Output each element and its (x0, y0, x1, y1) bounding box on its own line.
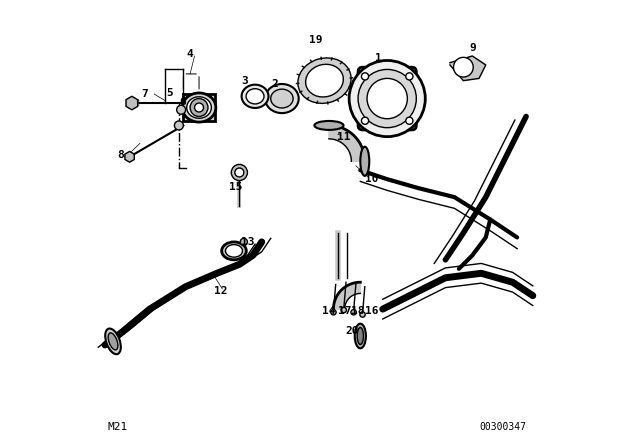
Circle shape (190, 99, 208, 116)
Text: 18: 18 (351, 306, 365, 316)
Ellipse shape (246, 89, 264, 104)
Circle shape (235, 168, 244, 177)
Text: 8: 8 (117, 150, 124, 159)
Circle shape (195, 103, 204, 112)
Text: 2: 2 (272, 79, 278, 89)
Circle shape (231, 164, 248, 181)
Circle shape (360, 312, 365, 317)
Ellipse shape (271, 89, 293, 108)
Polygon shape (450, 56, 486, 81)
Ellipse shape (108, 333, 118, 350)
Circle shape (177, 105, 186, 114)
Text: 16: 16 (365, 306, 378, 316)
Ellipse shape (306, 65, 343, 97)
Ellipse shape (225, 245, 243, 257)
Text: 20: 20 (346, 326, 359, 336)
Polygon shape (184, 94, 215, 121)
Polygon shape (126, 96, 138, 110)
Circle shape (367, 78, 408, 119)
Ellipse shape (265, 84, 299, 113)
Text: 1: 1 (375, 53, 381, 63)
Text: 00300347: 00300347 (479, 422, 526, 432)
Ellipse shape (355, 323, 366, 349)
Circle shape (362, 117, 369, 124)
Circle shape (406, 73, 413, 80)
Polygon shape (333, 282, 360, 309)
Circle shape (362, 73, 369, 80)
Ellipse shape (314, 121, 344, 130)
Ellipse shape (187, 97, 211, 118)
Ellipse shape (360, 147, 369, 176)
Text: 15: 15 (230, 182, 243, 192)
Ellipse shape (221, 242, 246, 260)
Circle shape (331, 310, 336, 315)
Ellipse shape (357, 327, 364, 345)
Text: 7: 7 (141, 89, 148, 99)
Text: 6: 6 (179, 97, 186, 107)
Circle shape (240, 238, 248, 246)
Text: 3: 3 (241, 76, 248, 86)
FancyBboxPatch shape (358, 67, 417, 130)
Text: 13: 13 (241, 237, 254, 247)
Text: 9: 9 (469, 43, 476, 53)
Text: 11: 11 (337, 132, 351, 142)
Text: M21: M21 (108, 422, 127, 432)
Ellipse shape (105, 328, 121, 354)
Ellipse shape (242, 85, 269, 108)
Text: 12: 12 (214, 286, 227, 296)
Text: 14: 14 (322, 306, 336, 316)
Polygon shape (125, 151, 134, 162)
Circle shape (174, 121, 184, 130)
Circle shape (351, 310, 356, 315)
Circle shape (406, 117, 413, 124)
Circle shape (358, 69, 417, 128)
Polygon shape (329, 125, 365, 161)
Ellipse shape (298, 58, 351, 103)
Text: 10: 10 (365, 174, 378, 184)
Circle shape (349, 60, 425, 137)
Circle shape (454, 57, 473, 77)
Circle shape (341, 307, 346, 313)
Text: 19: 19 (308, 35, 323, 45)
Text: 4: 4 (187, 49, 193, 59)
Text: 5: 5 (166, 88, 173, 98)
Text: 17: 17 (338, 306, 351, 316)
Ellipse shape (182, 93, 216, 122)
